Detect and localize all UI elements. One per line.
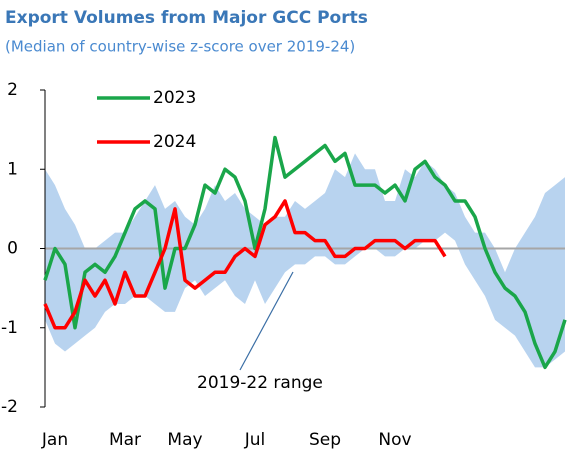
legend-label: 2023 — [153, 88, 196, 108]
x-tick-label: Jul — [244, 430, 266, 450]
x-tick-label: Nov — [378, 430, 411, 450]
range-band — [45, 153, 565, 368]
x-tick-label: Jan — [41, 430, 68, 450]
y-tick-label: 2 — [7, 80, 18, 100]
annotation: 2019-22 range — [197, 373, 323, 393]
y-tick-label: -1 — [1, 318, 18, 338]
chart-subtitle: (Median of country-wise z-score over 201… — [5, 38, 355, 56]
series-line — [43, 135, 567, 370]
y-tick-label: 0 — [7, 239, 18, 259]
annotation-pointer — [239, 271, 294, 371]
y-tick-label: 1 — [7, 159, 18, 179]
x-tick-label: May — [167, 430, 202, 450]
x-tick-label: Mar — [109, 430, 141, 450]
x-tick-label: Sep — [309, 430, 341, 450]
y-tick-label: -2 — [1, 397, 18, 417]
series-line — [43, 199, 447, 330]
legend-label: 2024 — [153, 132, 196, 152]
chart-title: Export Volumes from Major GCC Ports — [5, 8, 368, 28]
